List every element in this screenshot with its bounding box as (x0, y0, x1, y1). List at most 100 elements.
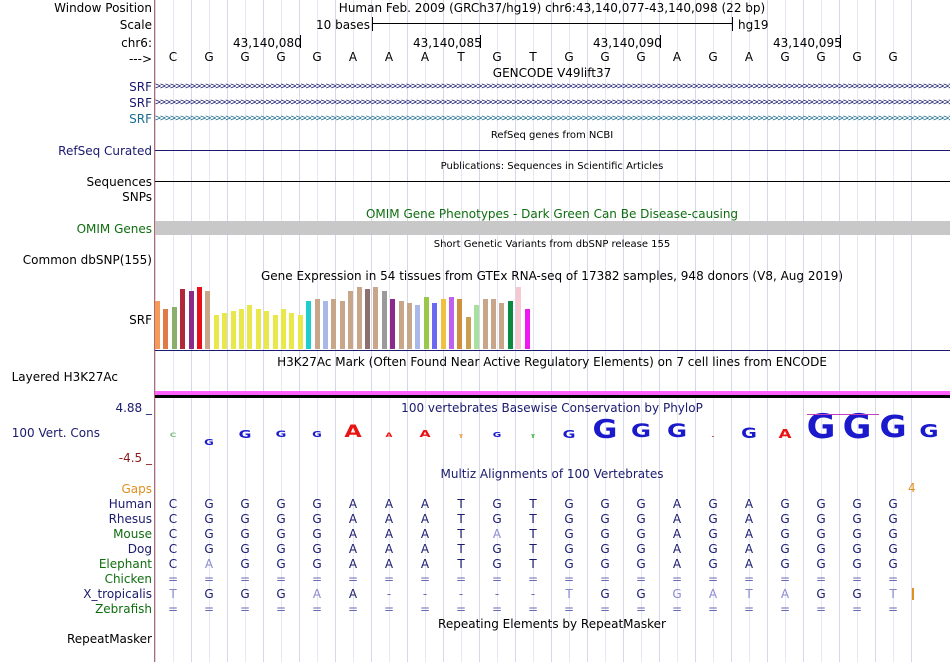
species-label[interactable]: Human (108, 497, 152, 511)
scale-bar-left (372, 17, 373, 31)
repeatmasker-label[interactable]: RepeatMasker (66, 632, 152, 646)
gtex-tissue-bar[interactable] (423, 297, 429, 349)
gtex-tissue-bar[interactable] (432, 303, 438, 349)
gtex-tissue-bar[interactable] (407, 303, 412, 349)
publications-line[interactable] (155, 181, 950, 182)
gtex-tissue-bar[interactable] (314, 299, 320, 349)
alignment-base: A (384, 497, 394, 511)
phylop-letter: G (919, 421, 939, 443)
gtex-tissue-bar[interactable] (188, 291, 194, 349)
alignment-base: A (348, 497, 358, 511)
species-label[interactable]: Dog (127, 542, 152, 556)
base-guideline (371, 0, 372, 662)
gtex-tissue-bar[interactable] (306, 301, 312, 349)
gtex-bar-chart[interactable] (155, 284, 535, 349)
h3k27ac-signal[interactable] (155, 391, 950, 395)
alignment-base: G (780, 512, 790, 526)
gtex-tissue-bar[interactable] (163, 309, 169, 349)
phylop-track-label[interactable]: 100 Vert. Cons (11, 426, 100, 440)
omim-genes-label[interactable]: OMIM Genes (76, 222, 152, 236)
refseq-gene-line[interactable] (155, 150, 950, 151)
species-label[interactable]: Chicken (104, 572, 152, 586)
gencode-srf-label-3[interactable]: SRF (129, 112, 152, 126)
gtex-tissue-bar[interactable] (373, 287, 379, 349)
sequence-base: G (852, 50, 862, 64)
gtex-tissue-bar[interactable] (180, 289, 186, 349)
gtex-tissue-bar[interactable] (499, 303, 505, 349)
gencode-transcript[interactable]: >>>>>>>>>>>>>>>>>>>>>>>>>>>>>>>>>>>>>>>>… (155, 114, 950, 124)
window-position-label[interactable]: Window Position (54, 1, 152, 15)
base-guideline (659, 0, 660, 662)
gtex-tissue-bar[interactable] (230, 311, 236, 349)
gtex-track-title: Gene Expression in 54 tissues from GTEx … (260, 269, 844, 283)
species-label[interactable]: Rhesus (108, 512, 152, 526)
gtex-tissue-bar[interactable] (440, 299, 446, 349)
gtex-tissue-bar[interactable] (516, 287, 522, 349)
gtex-tissue-bar[interactable] (247, 305, 253, 349)
gtex-tissue-bar[interactable] (205, 291, 211, 349)
gtex-tissue-bar[interactable] (348, 291, 354, 349)
common-dbsnp-label[interactable]: Common dbSNP(155) (22, 253, 152, 267)
gencode-srf-label-2[interactable]: SRF (129, 96, 152, 110)
gtex-tissue-bar[interactable] (381, 291, 387, 349)
scale-label[interactable]: Scale (119, 18, 152, 32)
gtex-tissue-bar[interactable] (155, 301, 160, 349)
gtex-tissue-bar[interactable] (449, 297, 454, 349)
sequences-label[interactable]: Sequences (86, 175, 152, 189)
gtex-tissue-bar[interactable] (491, 299, 496, 349)
gtex-tissue-bar[interactable] (415, 305, 421, 349)
alignment-base: = (887, 572, 899, 586)
gtex-tissue-bar[interactable] (457, 299, 463, 349)
gtex-tissue-bar[interactable] (272, 315, 278, 349)
gencode-srf-label-1[interactable]: SRF (129, 80, 152, 94)
gencode-transcript[interactable]: >>>>>>>>>>>>>>>>>>>>>>>>>>>>>>>>>>>>>>>>… (155, 98, 950, 108)
layered-h3k27ac-label[interactable]: Layered H3K27Ac (11, 370, 118, 384)
gtex-tissue-bar[interactable] (482, 299, 488, 349)
alignment-base: - (422, 587, 428, 601)
gtex-tissue-bar[interactable] (213, 315, 219, 349)
gtex-tissue-bar[interactable] (339, 301, 345, 349)
omim-phenotype-bar[interactable] (155, 221, 950, 235)
gtex-tissue-bar[interactable] (264, 311, 270, 349)
gaps-label: Gaps (121, 482, 152, 496)
sequence-base: G (312, 50, 322, 64)
sequence-base: A (744, 50, 754, 64)
gtex-tissue-bar[interactable] (323, 301, 328, 349)
alignment-base: - (458, 587, 464, 601)
gencode-transcript[interactable]: >>>>>>>>>>>>>>>>>>>>>>>>>>>>>>>>>>>>>>>>… (155, 82, 950, 92)
species-label[interactable]: Mouse (113, 527, 152, 541)
gtex-tissue-bar[interactable] (390, 299, 396, 349)
gtex-tissue-bar[interactable] (197, 287, 202, 349)
gtex-tissue-bar[interactable] (465, 317, 471, 349)
snps-label[interactable]: SNPs (122, 190, 152, 204)
alignment-base: G (888, 542, 898, 556)
gtex-tissue-bar[interactable] (289, 313, 295, 349)
gtex-tissue-bar[interactable] (507, 301, 513, 349)
gtex-tissue-bar[interactable] (222, 313, 228, 349)
gtex-tissue-bar[interactable] (331, 299, 337, 349)
track-data-panel[interactable]: Human Feb. 2009 (GRCh37/hg19) chr6:43,14… (155, 0, 950, 662)
alignment-base: G (888, 557, 898, 571)
gtex-tissue-bar[interactable] (356, 287, 362, 349)
gtex-tissue-bar[interactable] (255, 309, 261, 349)
gtex-tissue-bar[interactable] (171, 307, 177, 349)
refseq-curated-label[interactable]: RefSeq Curated (58, 144, 152, 158)
gtex-tissue-bar[interactable] (297, 315, 303, 349)
alignment-base: G (204, 497, 214, 511)
species-label[interactable]: Zebrafish (95, 602, 152, 616)
gtex-tissue-bar[interactable] (365, 289, 370, 349)
gtex-tissue-bar[interactable] (524, 309, 530, 349)
base-guideline (353, 0, 354, 662)
gtex-tissue-bar[interactable] (239, 309, 244, 349)
gtex-tissue-bar[interactable] (281, 309, 286, 349)
gtex-srf-label[interactable]: SRF (129, 313, 152, 327)
strand-label[interactable]: ---> (128, 52, 152, 66)
gtex-tissue-bar[interactable] (398, 301, 404, 349)
species-label[interactable]: Elephant (98, 557, 152, 571)
gtex-tissue-bar[interactable] (474, 305, 480, 349)
chrom-label[interactable]: chr6: (121, 36, 152, 50)
species-label[interactable]: X_tropicalis (83, 587, 152, 601)
alignment-base: G (312, 542, 322, 556)
